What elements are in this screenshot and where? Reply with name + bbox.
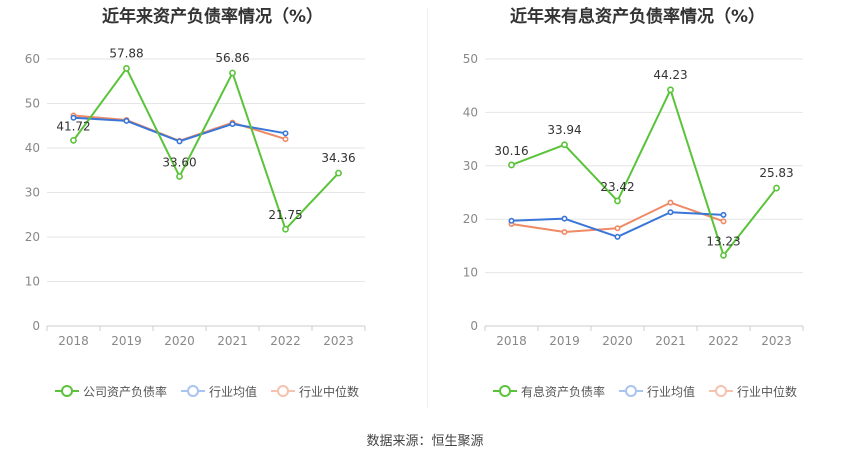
y-tick-label: 10 <box>463 266 478 280</box>
x-tick-label: 2020 <box>164 334 195 348</box>
data-point <box>561 215 568 222</box>
data-label: 33.94 <box>547 123 581 137</box>
data-label: 44.23 <box>653 68 687 82</box>
legend-item-industry-median[interactable]: 行业中位数 <box>709 383 797 400</box>
data-point <box>335 169 342 177</box>
y-tick-label: 10 <box>25 275 40 289</box>
right-legend: 有息资产负债率 行业均值 行业中位数 <box>493 381 797 401</box>
x-tick-label: 2023 <box>323 334 354 348</box>
data-point <box>508 161 515 169</box>
legend-item-interest-debt-ratio[interactable]: 有息资产负债率 <box>493 383 605 400</box>
legend-label: 行业均值 <box>647 384 696 399</box>
data-label: 57.88 <box>109 46 143 60</box>
line-marker-icon <box>55 385 79 397</box>
line-marker-icon <box>493 385 517 397</box>
data-label: 41.72 <box>56 119 90 133</box>
right-line-chart: 0 10 20 30 40 50 2018 2019 2020 2021 2022 2023 30.16… <box>463 52 804 348</box>
legend-label: 有息资产负债率 <box>521 384 606 399</box>
line-marker-icon <box>709 385 734 397</box>
legend-item-company-debt-ratio[interactable]: 公司资产负债率 <box>55 383 167 400</box>
chart-divider <box>427 8 428 408</box>
data-point <box>720 251 727 259</box>
left-line-chart: 0 10 20 30 40 50 60 2018 2019 2020 2021 2022 2023 41.… <box>25 46 366 348</box>
left-chart-title: 近年来资产负债率情况（%） <box>101 7 324 27</box>
data-point <box>176 138 183 145</box>
data-label: 30.16 <box>494 144 528 158</box>
y-tick-label: 40 <box>463 105 478 119</box>
data-label: 33.60 <box>162 155 196 169</box>
left-legend: 公司资产负债率 行业均值 行业中位数 <box>55 381 359 401</box>
data-point <box>282 136 289 143</box>
data-point <box>773 184 780 192</box>
data-point <box>614 233 621 240</box>
x-tick-label: 2022 <box>708 334 739 348</box>
legend-item-industry-mean[interactable]: 行业均值 <box>181 383 257 400</box>
data-point <box>561 141 568 149</box>
data-label: 34.36 <box>321 151 355 165</box>
x-tick-label: 2019 <box>549 334 580 348</box>
data-point <box>229 120 236 127</box>
data-label: 23.42 <box>600 180 634 194</box>
data-point <box>614 197 621 205</box>
y-tick-label: 40 <box>25 141 40 155</box>
data-point <box>282 130 289 137</box>
data-label: 21.75 <box>268 208 302 222</box>
data-point <box>667 199 674 206</box>
data-point <box>508 217 515 224</box>
series-line <box>511 88 778 257</box>
y-tick-label: 50 <box>25 97 40 111</box>
x-tick-label: 2021 <box>655 334 686 348</box>
legend-label: 公司资产负债率 <box>83 384 168 399</box>
y-tick-label: 30 <box>25 186 40 200</box>
y-tick-label: 0 <box>470 319 478 333</box>
data-point <box>720 218 727 225</box>
legend-label: 行业中位数 <box>299 384 360 399</box>
data-point <box>720 211 727 218</box>
legend-label: 行业中位数 <box>737 384 798 399</box>
legend-item-industry-median[interactable]: 行业中位数 <box>271 383 359 400</box>
data-point <box>561 229 568 236</box>
data-point <box>229 69 236 77</box>
series-line <box>511 211 724 238</box>
x-tick-label: 2019 <box>111 334 142 348</box>
y-tick-label: 30 <box>463 159 478 173</box>
data-label: 25.83 <box>759 166 793 180</box>
data-point <box>667 209 674 216</box>
y-tick-label: 0 <box>32 319 40 333</box>
line-marker-icon <box>619 385 644 397</box>
line-marker-icon <box>271 385 296 397</box>
y-tick-label: 20 <box>463 212 478 226</box>
line-marker-icon <box>181 385 206 397</box>
data-point <box>176 173 183 180</box>
data-point <box>70 114 77 121</box>
data-label: 56.86 <box>215 51 249 65</box>
legend-item-industry-mean[interactable]: 行业均值 <box>619 383 695 400</box>
x-tick-label: 2022 <box>270 334 301 348</box>
y-tick-label: 20 <box>25 230 40 244</box>
x-tick-label: 2023 <box>761 334 792 348</box>
data-point <box>123 65 130 72</box>
x-tick-label: 2018 <box>496 334 527 348</box>
y-tick-label: 50 <box>463 52 478 66</box>
y-tick-label: 60 <box>25 52 40 66</box>
data-point <box>70 136 77 144</box>
data-point <box>123 117 130 124</box>
data-point <box>614 225 621 232</box>
data-source-note: 数据来源：恒生聚源 <box>366 434 484 449</box>
series-line <box>72 67 340 231</box>
data-label: 13.23 <box>706 234 740 248</box>
data-point <box>282 225 289 233</box>
legend-label: 行业均值 <box>209 384 258 399</box>
right-chart-title: 近年来有息资产负债率情况（%） <box>509 7 766 27</box>
x-tick-label: 2021 <box>217 334 248 348</box>
x-tick-label: 2018 <box>58 334 89 348</box>
data-point <box>667 86 674 94</box>
x-tick-label: 2020 <box>602 334 633 348</box>
